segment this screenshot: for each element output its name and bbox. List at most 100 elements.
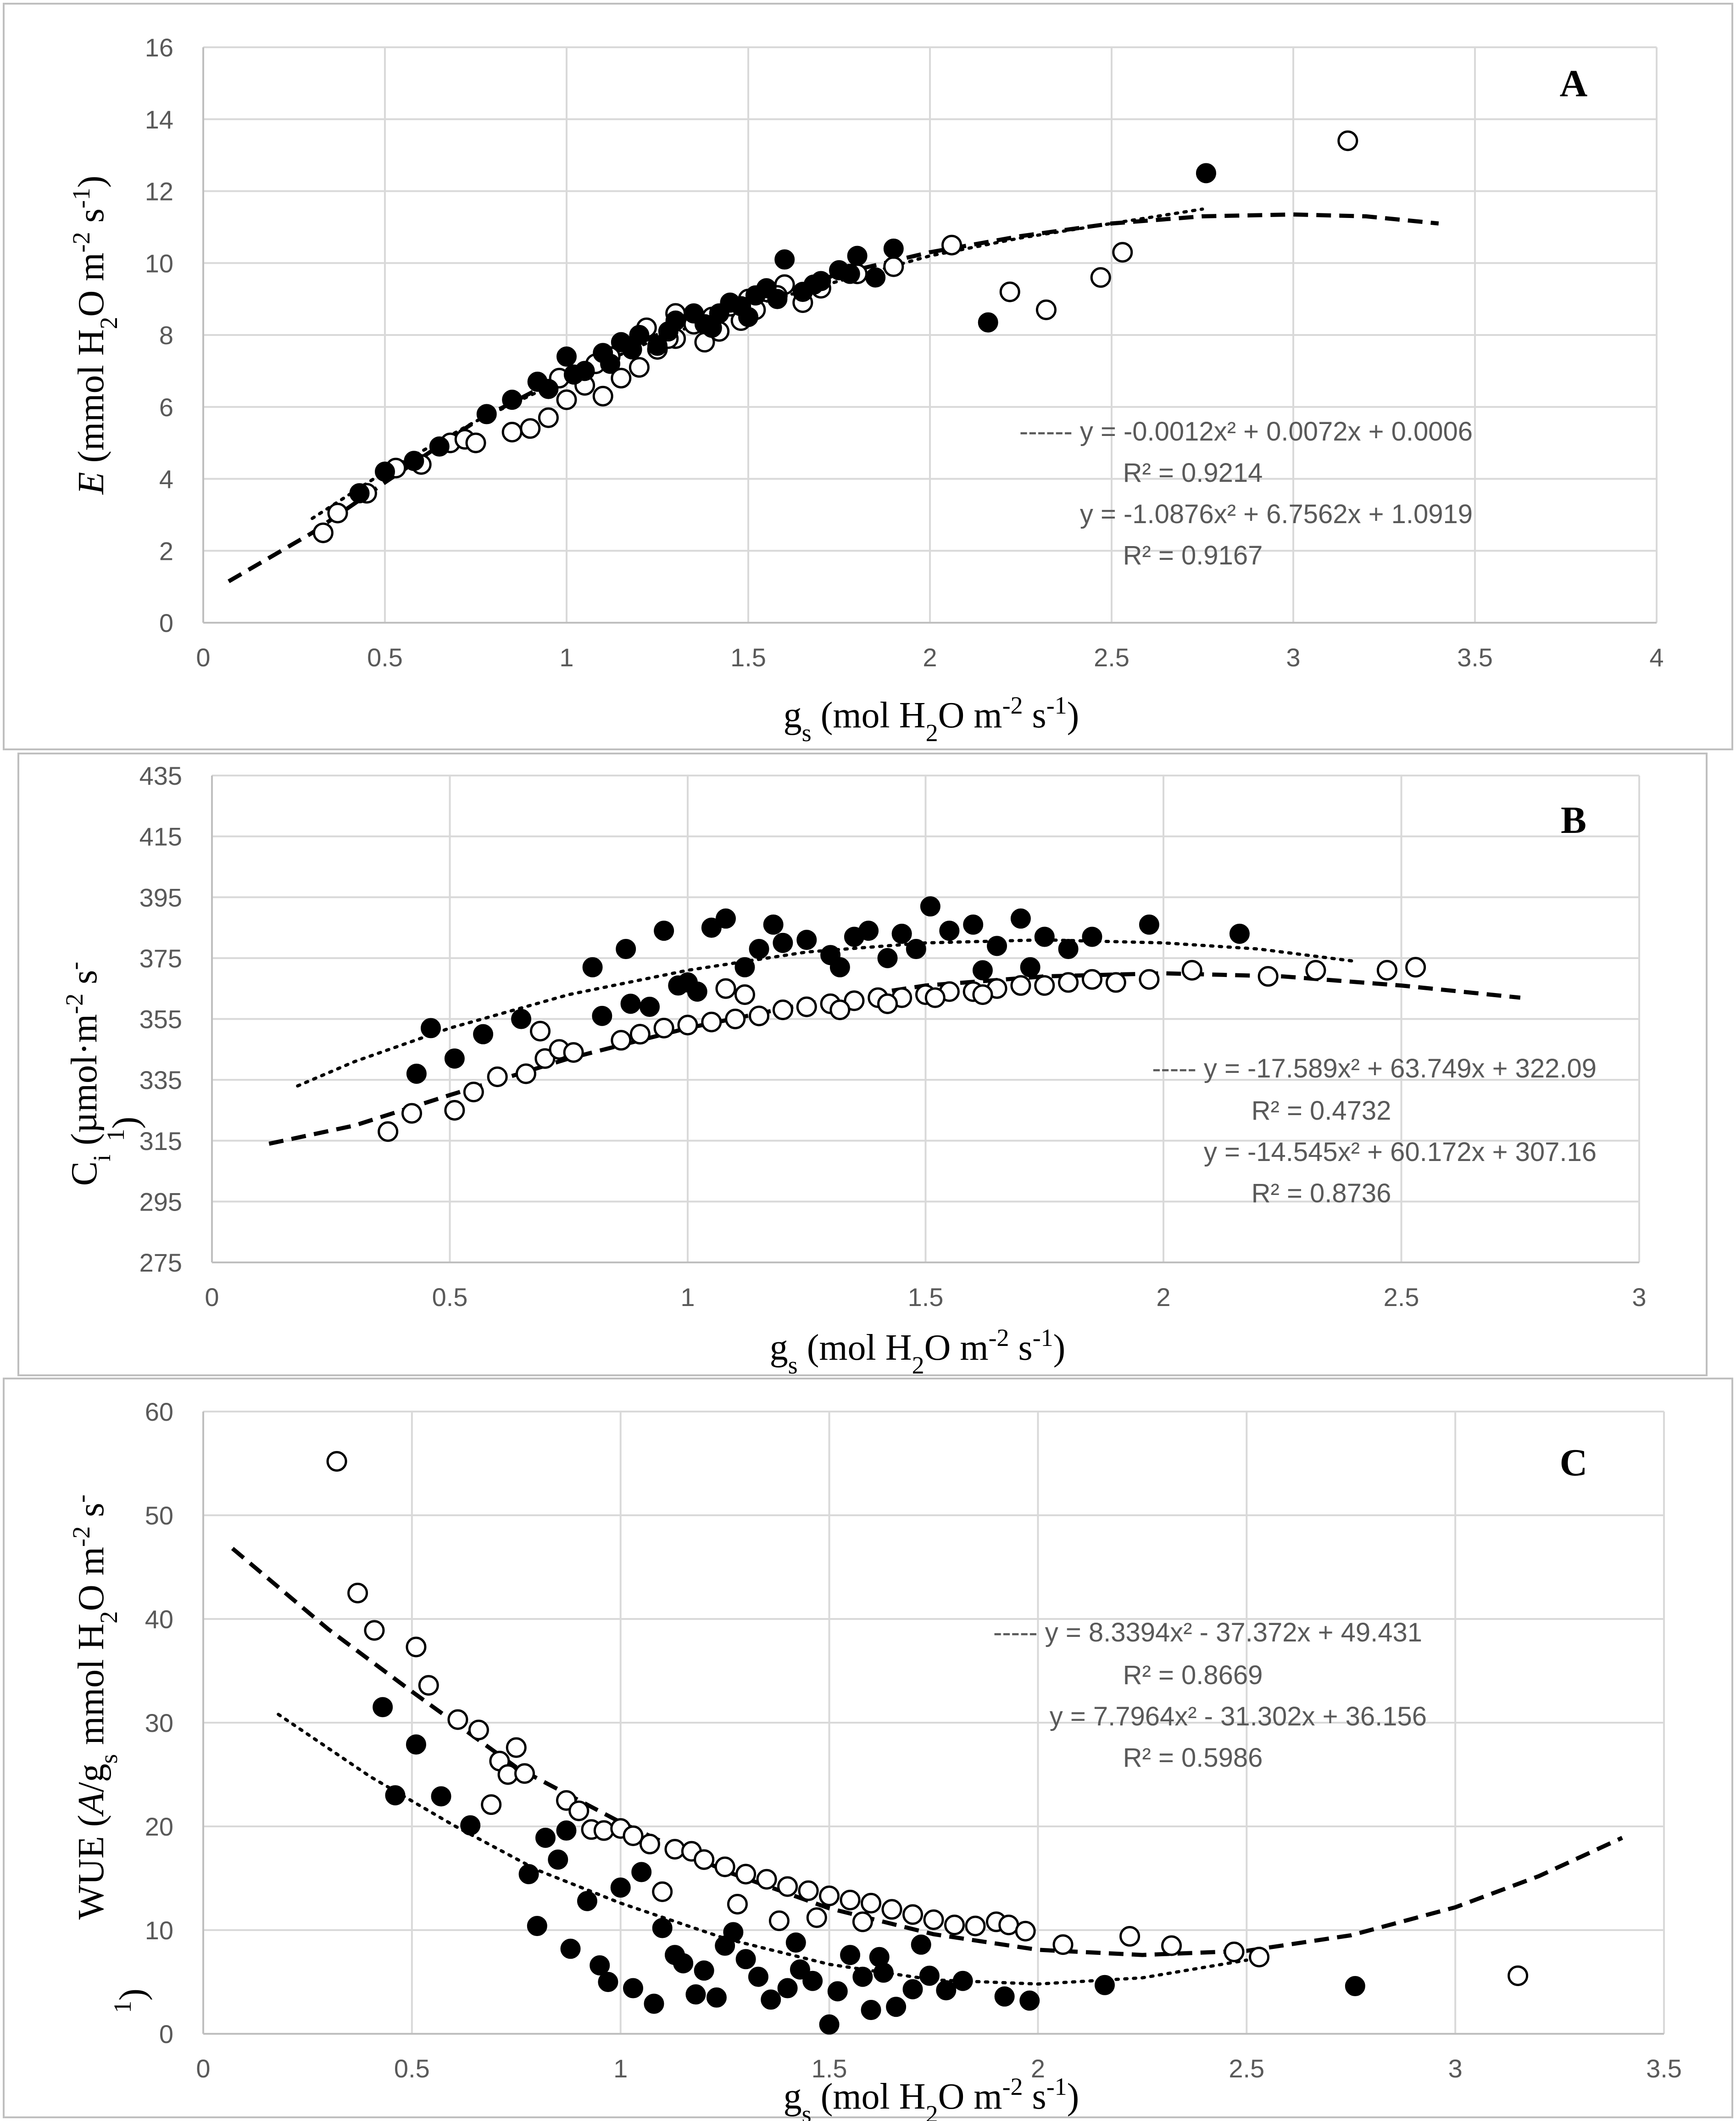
label-part: g	[784, 2076, 802, 2117]
panel-letter: B	[1561, 799, 1586, 842]
filled-point	[763, 914, 784, 935]
y-tick-label: 4	[159, 465, 173, 494]
filled-point	[476, 404, 497, 424]
filled-point	[373, 1697, 393, 1718]
equation-label: ----- y = -17.589x² + 63.749x + 322.09	[1152, 1054, 1597, 1083]
open-point	[652, 1881, 673, 1902]
label-part: s	[64, 970, 105, 994]
label-part: (mmol H	[71, 329, 111, 472]
filled-point	[673, 1953, 694, 1974]
filled-point	[886, 1997, 907, 2017]
filled-point	[902, 1979, 923, 1999]
open-point	[701, 1011, 722, 1033]
label-part: s	[1023, 695, 1046, 736]
y-tick-label: 275	[139, 1248, 182, 1277]
open-point	[735, 1864, 757, 1885]
filled-point	[761, 1989, 781, 2010]
label-part: )	[106, 1116, 146, 1129]
label-part: 2	[926, 2100, 938, 2121]
filled-point	[994, 1986, 1015, 2007]
open-point	[364, 1620, 385, 1641]
open-point	[1257, 966, 1279, 987]
y-tick-label: 395	[139, 883, 182, 912]
open-point	[497, 1764, 518, 1785]
panel-b-frame	[17, 753, 1708, 1376]
filled-point	[600, 353, 621, 374]
filled-point	[563, 364, 584, 385]
open-point	[623, 1825, 644, 1846]
y-tick-label: 295	[139, 1187, 182, 1216]
x-tick-label: 1	[613, 2054, 628, 2083]
r-squared-label: R² = 0.8669	[1123, 1660, 1263, 1690]
filled-point	[796, 930, 817, 950]
filled-point	[538, 379, 559, 399]
filled-point	[560, 1938, 581, 1959]
open-point	[677, 1015, 698, 1036]
y-tick-label: 8	[159, 321, 173, 350]
label-part: )	[71, 176, 111, 188]
open-point	[1337, 130, 1358, 151]
label-part: 2	[926, 719, 938, 747]
label-part: -	[67, 1495, 95, 1503]
open-point	[563, 1042, 584, 1063]
open-point	[941, 234, 963, 256]
label-part: )	[112, 1988, 153, 2001]
label-part: -2	[1002, 692, 1023, 719]
filled-point	[431, 1786, 451, 1807]
filled-point	[610, 1877, 631, 1898]
open-point	[1139, 969, 1160, 990]
label-part: i	[88, 1155, 116, 1161]
open-point	[611, 1030, 632, 1051]
filled-point	[852, 1966, 873, 1987]
fit-curve-dotted	[296, 938, 1356, 1088]
y-tick-label: 415	[139, 822, 182, 851]
open-point	[734, 984, 755, 1005]
filled-point	[865, 267, 886, 288]
filled-point	[582, 957, 603, 977]
open-point	[798, 1880, 819, 1901]
filled-point	[847, 246, 868, 266]
filled-point	[952, 1970, 973, 1991]
filled-point	[502, 390, 523, 410]
x-tick-label: 3.5	[1646, 2054, 1682, 2083]
label-part: s	[802, 2100, 812, 2121]
filled-point	[803, 274, 824, 295]
label-part: (mol H	[812, 695, 926, 736]
filled-point	[622, 339, 642, 360]
x-tick-label: 1.5	[812, 2054, 847, 2083]
x-tick-label: 3	[1286, 643, 1300, 672]
label-part: g	[770, 1328, 788, 1368]
open-point	[1508, 1965, 1529, 1986]
filled-point	[919, 1965, 940, 1986]
x-tick-label: 0	[196, 2054, 210, 2083]
filled-point	[518, 1864, 539, 1884]
label-part: -2	[67, 232, 95, 252]
open-point	[1119, 1926, 1141, 1947]
open-point	[749, 1005, 770, 1027]
y-tick-label: 355	[139, 1005, 182, 1034]
filled-point	[694, 1960, 714, 1981]
label-part: s	[71, 1503, 111, 1526]
label-part: s	[788, 1351, 798, 1379]
filled-point	[473, 1024, 494, 1044]
open-point	[714, 1856, 735, 1877]
open-point	[1090, 267, 1111, 288]
x-tick-label: 2.5	[1384, 1283, 1419, 1312]
open-point	[881, 1899, 902, 1920]
filled-point	[654, 921, 674, 941]
filled-point	[920, 896, 940, 917]
label-part: O m	[71, 252, 111, 317]
filled-point	[623, 1978, 644, 1998]
filled-point	[527, 1915, 547, 1936]
y-tick-label: 40	[145, 1605, 173, 1634]
y-tick-label: 335	[139, 1066, 182, 1094]
label-part: O m	[924, 1328, 989, 1368]
label-part: 1	[109, 2001, 136, 2013]
filled-point	[802, 1970, 823, 1991]
open-point	[611, 368, 632, 389]
filled-point	[701, 917, 722, 938]
y-axis-label-line2: 1)	[109, 1988, 153, 2013]
filled-point	[963, 914, 984, 935]
filled-point	[616, 938, 636, 959]
r-squared-label: R² = 0.9214	[1123, 458, 1263, 488]
